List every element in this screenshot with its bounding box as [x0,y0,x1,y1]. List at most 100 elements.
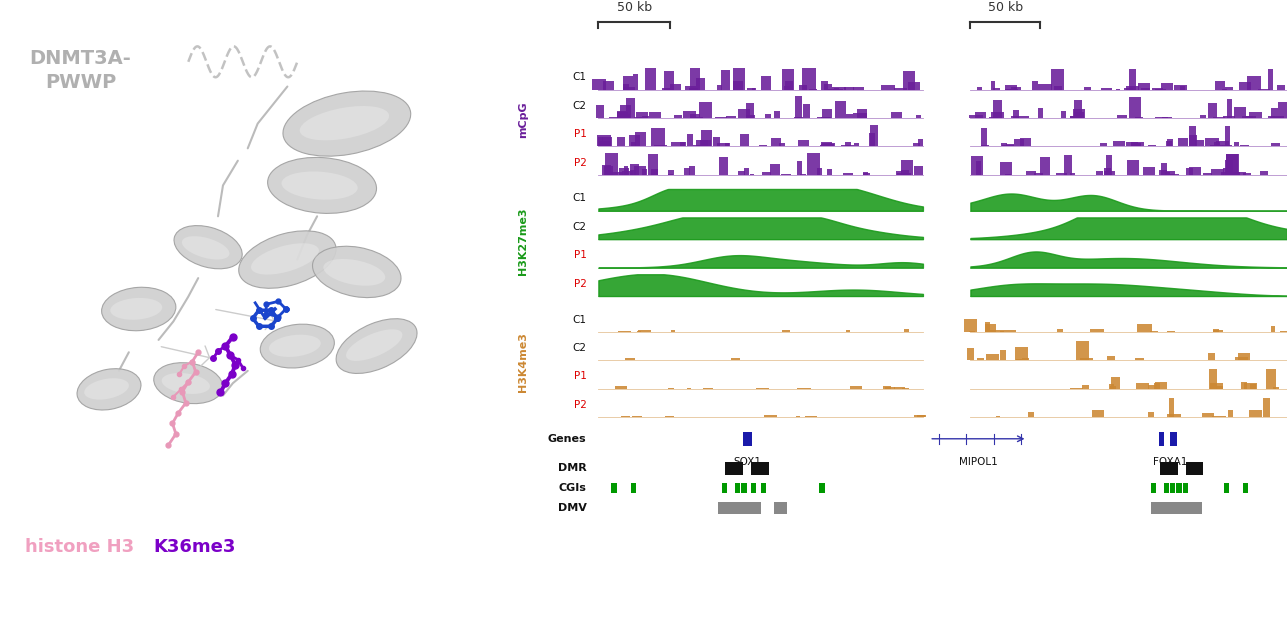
Bar [597,135,611,146]
Text: C2: C2 [573,222,587,232]
Bar [1203,174,1211,175]
Bar [1073,99,1081,118]
Bar [1148,412,1153,417]
Bar [782,69,794,90]
Bar [1014,87,1021,90]
Bar [668,170,674,175]
Bar [864,172,870,175]
Ellipse shape [77,369,142,410]
Text: CGIs: CGIs [559,483,587,493]
Bar [1245,383,1257,389]
Bar [1225,154,1238,175]
Bar [985,324,996,332]
Bar [844,87,855,90]
Bar [1212,329,1219,332]
Bar [1166,171,1175,175]
Bar [893,387,905,389]
Bar [795,117,803,118]
Bar [597,137,602,146]
Bar [1100,88,1112,90]
Bar [726,143,731,146]
Bar [1207,353,1215,360]
Bar [716,117,727,118]
Bar [616,111,627,118]
Bar [1093,410,1104,417]
Bar [610,172,623,175]
Bar [976,112,986,118]
Bar [833,87,846,90]
Bar [762,76,771,90]
Bar [633,74,637,90]
Bar [602,81,614,90]
Bar [1117,115,1127,118]
Bar [1189,135,1197,146]
Ellipse shape [174,226,242,269]
Bar [1248,410,1263,417]
Bar [1151,483,1157,493]
Bar [1187,168,1193,175]
Bar [1000,331,1004,332]
Bar [914,415,925,417]
Bar [826,169,833,175]
Bar [669,84,681,90]
Bar [902,388,909,389]
Bar [821,117,831,118]
Bar [1248,112,1263,118]
Ellipse shape [268,158,377,213]
Bar [780,143,785,146]
Bar [1033,174,1044,175]
Bar [803,104,810,118]
Bar [1189,167,1201,175]
Bar [964,319,977,332]
Bar [968,348,974,360]
Bar [1112,141,1125,146]
Bar [1272,116,1283,118]
Bar [1170,397,1174,417]
Bar [1135,358,1144,360]
Text: P1: P1 [574,129,587,139]
Bar [894,88,907,90]
Bar [864,172,867,175]
Bar [972,156,983,175]
Bar [766,114,771,118]
Bar [1151,331,1158,332]
Bar [719,157,728,175]
Bar [1109,386,1116,389]
Bar [629,164,640,175]
Bar [1178,138,1188,146]
Text: DMV: DMV [557,503,587,513]
Bar [807,153,820,175]
Bar [905,329,909,332]
Bar [1241,383,1247,389]
Bar [616,137,624,146]
Text: P2: P2 [574,400,587,410]
Bar [1238,353,1250,360]
Bar [631,170,636,175]
Bar [634,132,646,146]
Ellipse shape [102,287,176,331]
Bar [696,78,705,90]
Bar [909,82,920,90]
Bar [914,143,920,146]
Bar [602,137,613,146]
Bar [1260,171,1268,175]
Bar [665,416,674,417]
Bar [1208,103,1218,118]
Bar [988,117,999,118]
Bar [741,483,746,493]
Bar [916,415,925,417]
Bar [852,87,865,90]
Bar [1223,116,1236,118]
Bar [1265,369,1275,389]
Bar [1228,410,1233,417]
Bar [623,87,634,90]
Bar [857,109,867,118]
Bar [1239,82,1251,90]
Bar [618,331,631,332]
Bar [1100,143,1107,146]
Bar [797,161,802,175]
Bar [1032,82,1039,90]
Bar [1000,350,1005,360]
Bar [761,483,766,493]
Text: Genes: Genes [548,434,587,444]
